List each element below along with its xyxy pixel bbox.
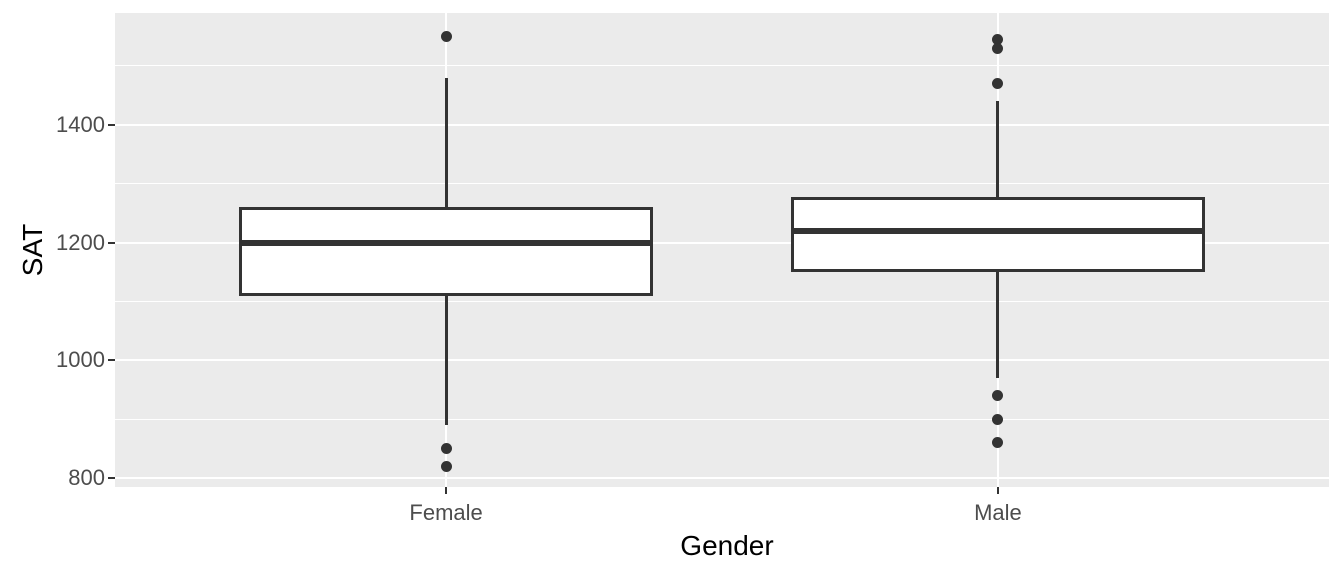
y-tick-label: 800	[68, 465, 105, 491]
y-tick-mark	[108, 477, 115, 480]
outlier-dot-male	[992, 78, 1004, 90]
minor-gridline	[115, 65, 1329, 67]
minor-gridline	[115, 418, 1329, 420]
outlier-dot-female	[440, 460, 452, 472]
y-tick-mark	[108, 123, 115, 126]
major-gridline	[115, 359, 1329, 362]
outlier-dot-male	[992, 42, 1004, 54]
x-tick-mark	[996, 487, 999, 494]
outlier-dot-female	[440, 443, 452, 455]
upper-whisker-female	[444, 77, 448, 208]
outlier-dot-female	[440, 31, 452, 43]
major-gridline	[115, 241, 1329, 244]
median-line-male	[790, 227, 1205, 234]
x-tick-label: Female	[409, 500, 483, 525]
x-axis-title: Gender	[680, 530, 774, 561]
y-tick-mark	[108, 359, 115, 362]
outlier-dot-male	[992, 437, 1004, 449]
median-line-female	[239, 239, 654, 246]
y-tick-label: 1000	[56, 347, 105, 373]
x-tick-label: Male	[974, 500, 1022, 525]
outlier-dot-male	[992, 413, 1004, 425]
outlier-dot-male	[992, 390, 1004, 402]
minor-gridline	[115, 301, 1329, 303]
lower-whisker-male	[996, 272, 1000, 379]
upper-whisker-male	[996, 101, 1000, 198]
major-gridline	[115, 477, 1329, 480]
box-male	[790, 197, 1205, 273]
y-tick-label: 1400	[56, 111, 105, 137]
y-tick-mark	[108, 241, 115, 244]
box-female	[239, 207, 654, 296]
y-tick-label: 1200	[56, 229, 105, 255]
x-tick-mark	[445, 487, 448, 494]
lower-whisker-female	[444, 295, 448, 426]
outlier-dot-male	[992, 33, 1004, 45]
major-gridline	[115, 123, 1329, 126]
minor-gridline	[115, 183, 1329, 185]
